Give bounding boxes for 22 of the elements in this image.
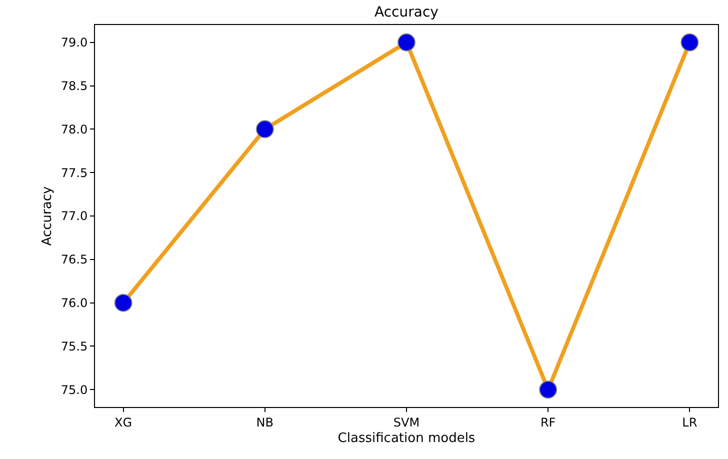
y-tick-label: 77.5 [60,166,88,180]
point [539,380,558,399]
x-tick-label: SVM [393,415,420,430]
chart-title: Accuracy [374,4,438,21]
x-axis-title: Classification models [338,431,476,446]
y-tick-label: 77.0 [60,209,88,224]
point [398,33,416,52]
y-axis-title: Accuracy [40,186,55,246]
point [256,120,274,138]
point [114,294,132,312]
x-tick-label: LR [682,415,698,430]
y-tick-label: 76.5 [60,252,88,267]
point [680,33,699,52]
x-tick-label: RF [540,415,556,430]
x-tick-label: NB [256,415,274,430]
y-tick-label: 76.0 [60,296,88,310]
y-tick-label: 78.0 [60,122,88,136]
y-tick-label: 75.5 [60,339,88,354]
y-tick-label: 79.0 [60,36,88,50]
y-tick-label: 75.0 [60,382,88,397]
y-tick-label: 78.5 [60,78,88,93]
x-tick-label: XG [114,415,132,430]
